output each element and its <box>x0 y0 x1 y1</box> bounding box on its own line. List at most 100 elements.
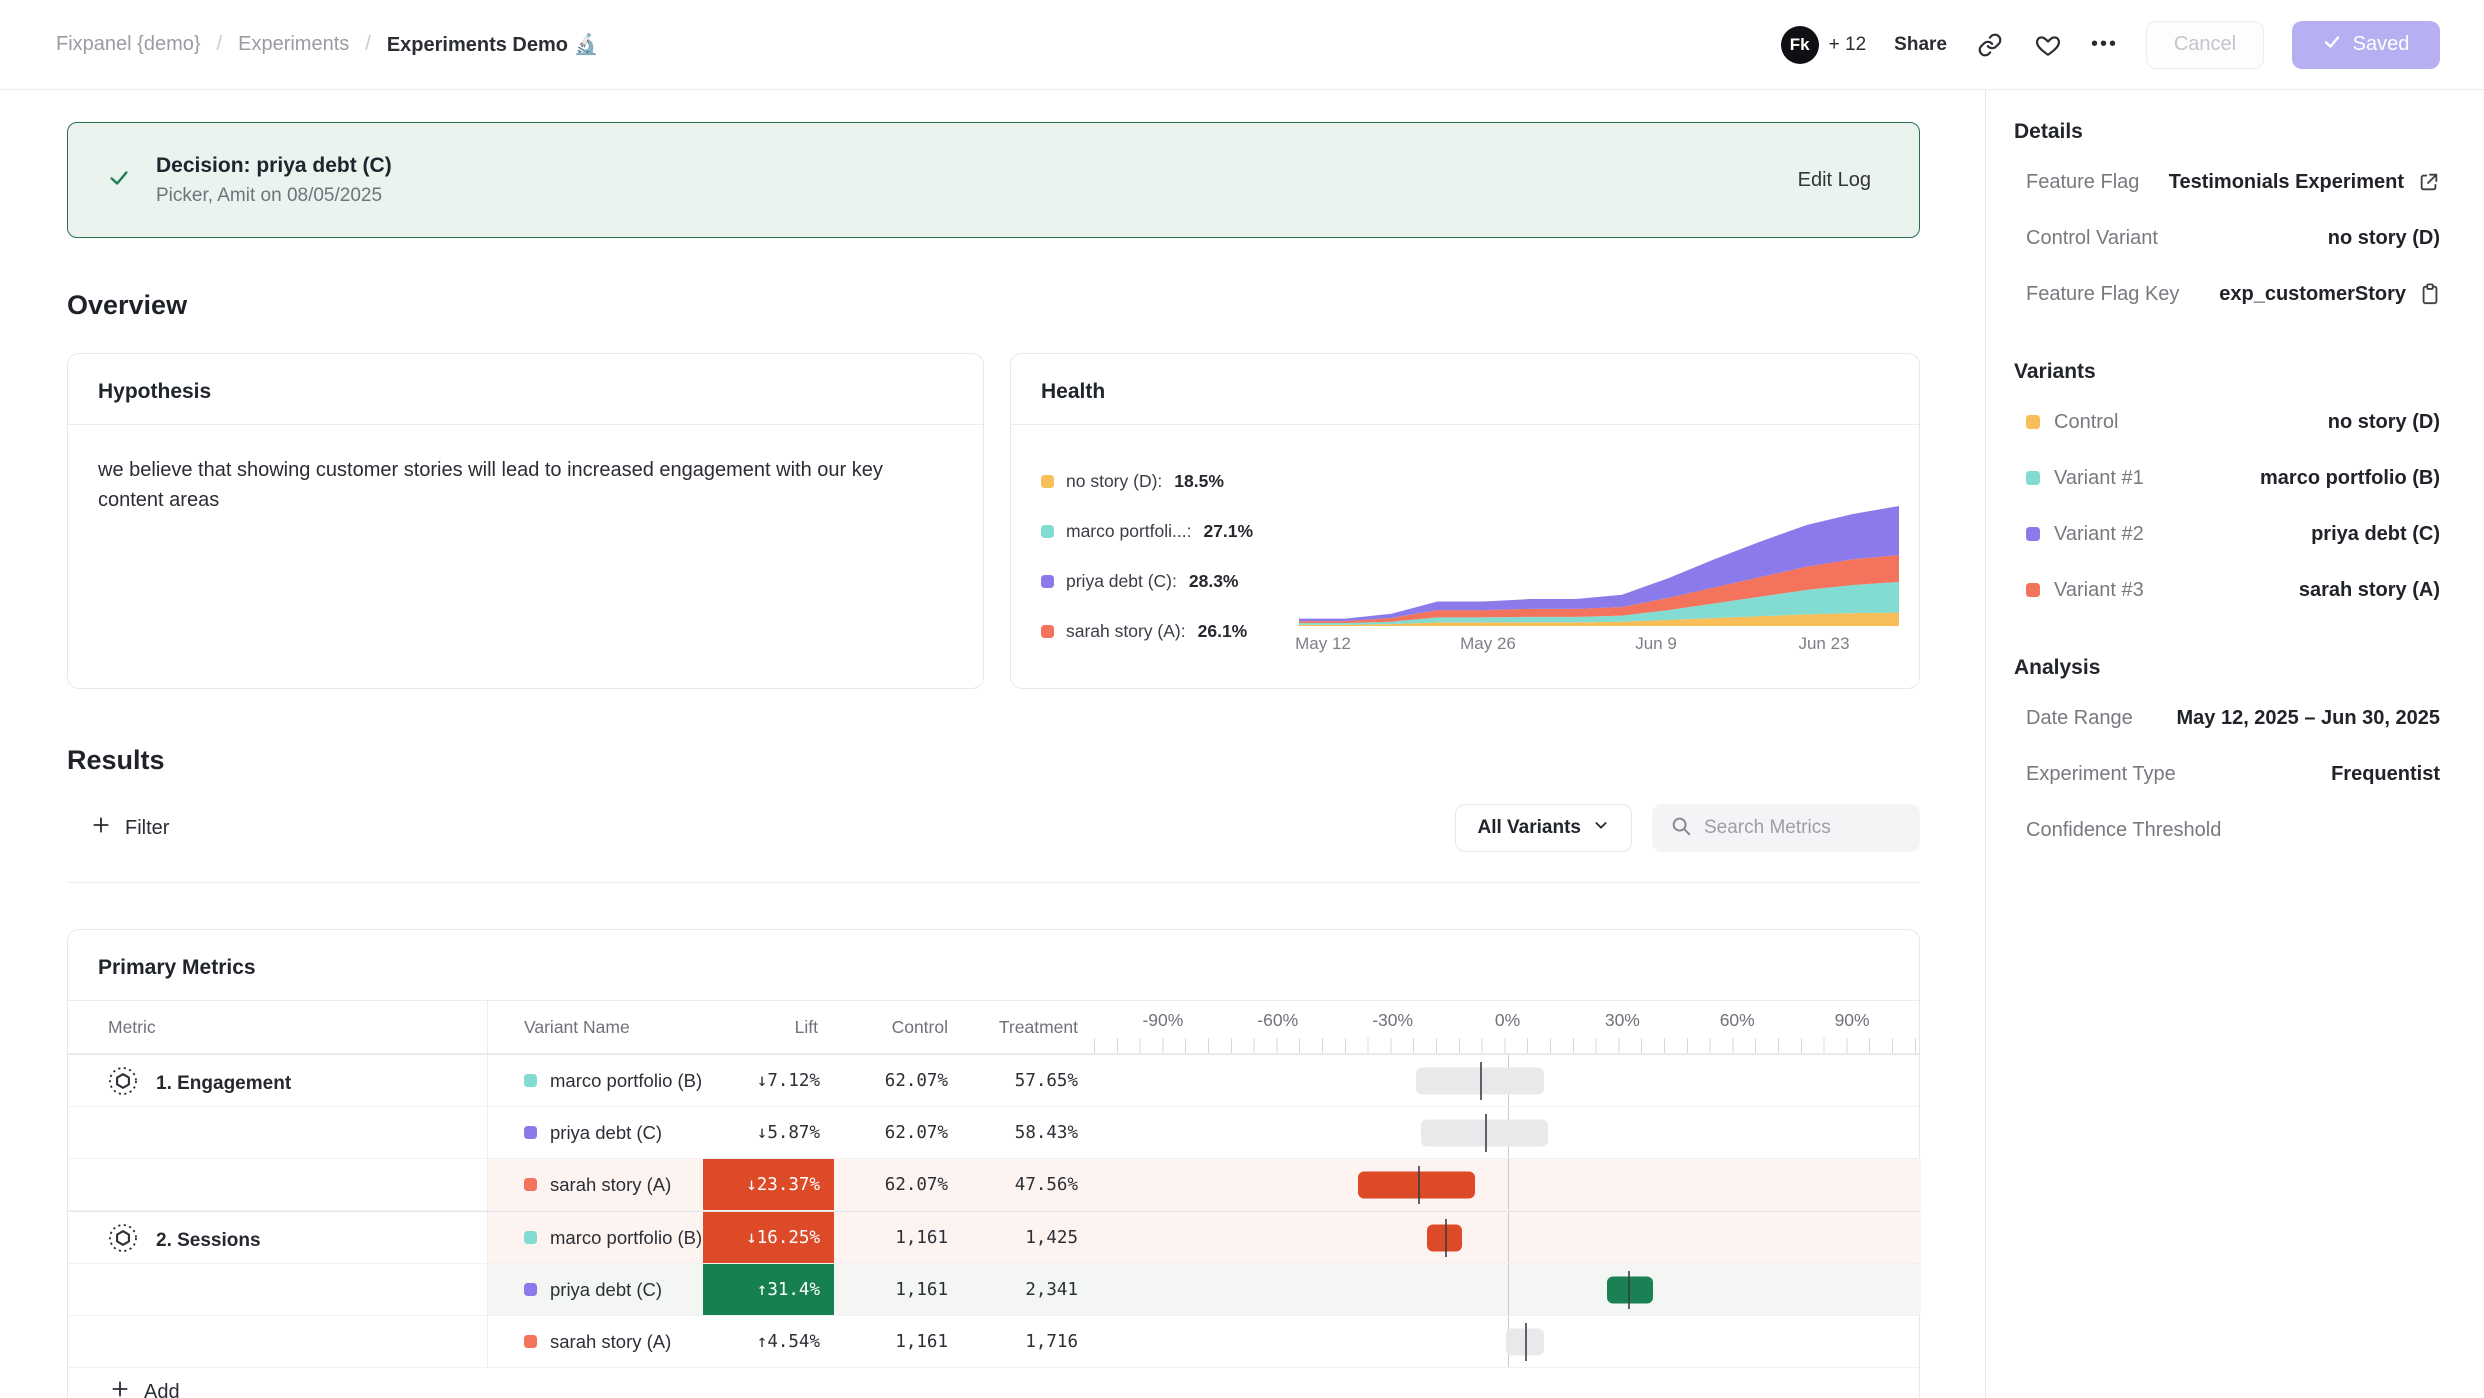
metric-name: 1. Engagement <box>108 1066 291 1102</box>
variant-color-chip <box>2026 583 2040 597</box>
lift-cell: ↓23.37% <box>703 1159 834 1210</box>
search-metrics-box[interactable] <box>1652 804 1920 852</box>
ci-range-bar <box>1358 1171 1475 1198</box>
variant-name: marco portfolio (B) <box>550 1069 703 1091</box>
breadcrumb-item[interactable]: Experiments Demo 🔬 <box>386 34 599 56</box>
legend-color-chip <box>1041 525 1054 538</box>
add-filter-button[interactable]: Filter <box>67 815 169 841</box>
metric-name-label: 2. Sessions <box>156 1230 261 1251</box>
health-legend-item: priya debt (C): 28.3% <box>1041 571 1293 592</box>
row-value: May 12, 2025 – Jun 30, 2025 <box>2176 707 2440 730</box>
external-link-icon[interactable] <box>2418 171 2440 193</box>
decision-check-icon <box>108 167 130 194</box>
breadcrumb-separator: / <box>365 33 371 55</box>
row-value-text: Testimonials Experiment <box>2168 170 2404 193</box>
ci-range-bar <box>1505 1328 1544 1355</box>
row-label: Date Range <box>2026 707 2133 730</box>
breadcrumb-item[interactable]: Fixpanel {demo} <box>56 33 201 55</box>
health-legend-item: marco portfoli...: 27.1% <box>1041 521 1293 542</box>
variants-dropdown[interactable]: All Variants <box>1454 804 1632 852</box>
ci-point-marker <box>1485 1113 1488 1152</box>
legend-label: sarah story (A): <box>1066 621 1186 641</box>
analysis-title: Analysis <box>2014 656 2101 679</box>
row-label-text: Variant #3 <box>2054 578 2144 601</box>
legend-value: 26.1% <box>1197 621 1248 641</box>
metric-cell <box>68 1316 488 1367</box>
primary-metrics-table: Metric Variant Name Lift Control Treatme… <box>68 1000 1921 1398</box>
lift-badge-negative: ↓16.25% <box>703 1212 834 1263</box>
legend-value: 27.1% <box>1203 521 1254 541</box>
breadcrumb-item[interactable]: Experiments <box>238 33 350 55</box>
row-label-text: Feature Flag Key <box>2026 282 2180 305</box>
row-value-text: no story (D) <box>2327 410 2440 433</box>
x-tick-label: Jun 9 <box>1635 634 1677 653</box>
detail-row: Date Range May 12, 2025 – Jun 30, 2025 <box>2014 690 2440 746</box>
cancel-button[interactable]: Cancel <box>2146 20 2264 69</box>
table-row[interactable]: 1. Engagement marco portfolio (B) ↓7.12% 62… <box>68 1054 1919 1107</box>
row-label-text: Date Range <box>2026 706 2133 729</box>
copy-link-icon[interactable] <box>1975 30 2005 60</box>
metric-cell <box>68 1159 488 1210</box>
favorite-heart-icon[interactable] <box>2033 30 2063 60</box>
ci-point-marker <box>1627 1270 1630 1309</box>
decision-banner: Decision: priya debt (C) Picker, Amit on… <box>67 122 1920 238</box>
metric-goal-icon <box>108 1223 138 1259</box>
ci-point-marker <box>1418 1165 1421 1204</box>
edit-log-button[interactable]: Edit Log <box>1797 168 1871 191</box>
avatar[interactable]: Fk <box>1780 25 1819 64</box>
x-tick-label: Jun 23 <box>1798 634 1850 653</box>
row-label-text: Control Variant <box>2026 226 2158 249</box>
treatment-value: 1,716 <box>1025 1331 1078 1352</box>
area-series-sarah-story-a- <box>1299 554 1899 623</box>
ci-axis-label: 90% <box>1834 1010 1870 1030</box>
saved-button[interactable]: Saved <box>2292 20 2440 69</box>
results-heading: Results <box>67 745 165 775</box>
table-row[interactable]: 2. Sessions marco portfolio (B) ↓16.25% 1,1… <box>68 1211 1921 1264</box>
more-options-button[interactable]: ••• <box>2090 33 2118 55</box>
hypothesis-title: Hypothesis <box>68 354 983 425</box>
legend-value: 18.5% <box>1174 471 1224 491</box>
table-row[interactable]: priya debt (C) ↓5.87% 62.07% 58.43% <box>68 1107 1919 1159</box>
metric-cell: 1. Engagement <box>68 1055 488 1106</box>
row-value: marco portfolio (B) <box>2260 467 2440 490</box>
ci-zero-line <box>1507 1264 1509 1315</box>
area-series-no-story-d- <box>1299 612 1899 626</box>
breadcrumb-separator: / <box>216 33 223 55</box>
row-label-text: Confidence Threshold <box>2026 818 2222 841</box>
variant-row: Variant #1 marco portfolio (B) <box>2014 450 2440 506</box>
clipboard-icon[interactable] <box>2420 283 2440 305</box>
variant-cell: sarah story (A) <box>488 1159 703 1210</box>
variants-title: Variants <box>2014 360 2096 383</box>
details-title: Details <box>2014 120 2083 143</box>
row-value: exp_customerStory <box>2219 283 2440 306</box>
row-label: Control Variant <box>2026 227 2158 250</box>
row-value: no story (D) <box>2328 411 2440 434</box>
table-row[interactable]: sarah story (A) ↑4.54% 1,161 1,716 <box>68 1316 1919 1368</box>
ci-range-bar <box>1421 1119 1548 1146</box>
search-metrics-input[interactable] <box>1704 817 1902 839</box>
plus-icon <box>91 815 111 841</box>
variant-color-chip <box>2026 527 2040 541</box>
lift-cell: ↓5.87% <box>703 1107 834 1158</box>
variant-name: priya debt (C) <box>550 1121 663 1143</box>
ci-point-marker <box>1524 1322 1527 1361</box>
legend-label: priya debt (C): <box>1066 571 1177 591</box>
detail-row: Feature Flag Testimonials Experiment <box>2014 154 2440 210</box>
overview-heading: Overview <box>67 290 188 320</box>
table-row[interactable]: sarah story (A) ↓23.37% 62.07% 47.56% <box>68 1159 1921 1211</box>
row-label: Feature Flag Key <box>2026 283 2179 306</box>
ci-cell <box>1094 1107 1921 1158</box>
variant-cell: priya debt (C) <box>488 1107 703 1158</box>
col-variant: Variant Name <box>524 1016 630 1037</box>
lift-badge-negative: ↓23.37% <box>703 1159 834 1210</box>
health-x-axis: May 12 May 26 Jun 9 Jun 23 <box>1295 634 1899 658</box>
treatment-value: 2,341 <box>964 1264 1094 1315</box>
table-row[interactable]: priya debt (C) ↑31.4% 1,161 2,341 <box>68 1264 1921 1316</box>
variant-color-chip <box>2026 415 2040 429</box>
lift-badge-positive: ↑31.4% <box>703 1264 834 1315</box>
variant-color-chip <box>524 1126 537 1139</box>
health-legend: no story (D): 18.5% marco portfoli...: 27… <box>1041 471 1293 688</box>
ci-axis-label: -90% <box>1142 1010 1184 1030</box>
share-button[interactable]: Share <box>1894 33 1947 55</box>
add-metric-button[interactable]: Add <box>68 1368 1919 1398</box>
